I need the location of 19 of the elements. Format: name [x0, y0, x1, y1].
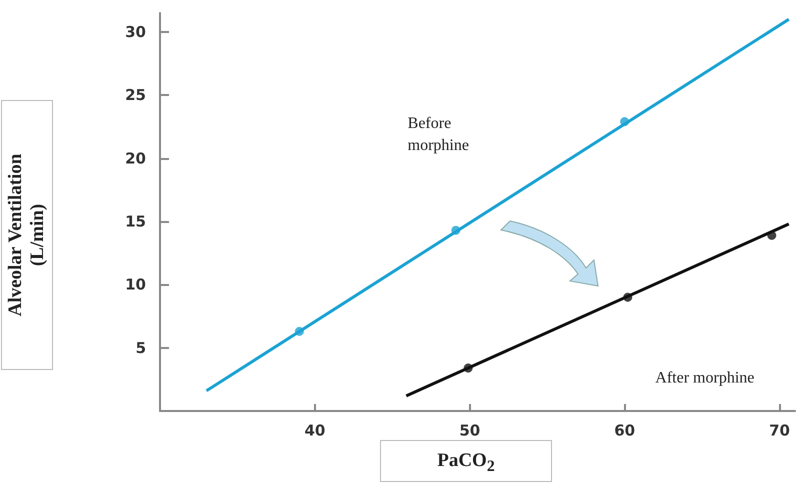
y-tick-label: 20	[125, 149, 146, 168]
y-tick-label: 15	[125, 212, 146, 230]
x-tick-label: 50	[459, 422, 480, 440]
x-axis-title: PaCO$_{2}$	[380, 440, 552, 482]
point	[623, 292, 632, 302]
annotation: Before morphine	[408, 115, 469, 154]
point	[294, 326, 304, 336]
annotation: After morphine	[655, 370, 754, 387]
x-tick-label: 70	[769, 422, 790, 440]
point	[620, 117, 630, 126]
y-axis-title: Alveolar Ventilation (L/min)	[5, 152, 49, 318]
y-tick-label: 30	[125, 22, 146, 41]
y-tick-label: 10	[125, 276, 146, 294]
x-tick-label: 40	[304, 422, 326, 440]
x-tick-label: 60	[614, 422, 636, 440]
y-tick-label: 5	[136, 338, 146, 357]
y-tick-label: 25	[125, 86, 146, 104]
point	[451, 226, 460, 235]
point	[464, 364, 473, 373]
